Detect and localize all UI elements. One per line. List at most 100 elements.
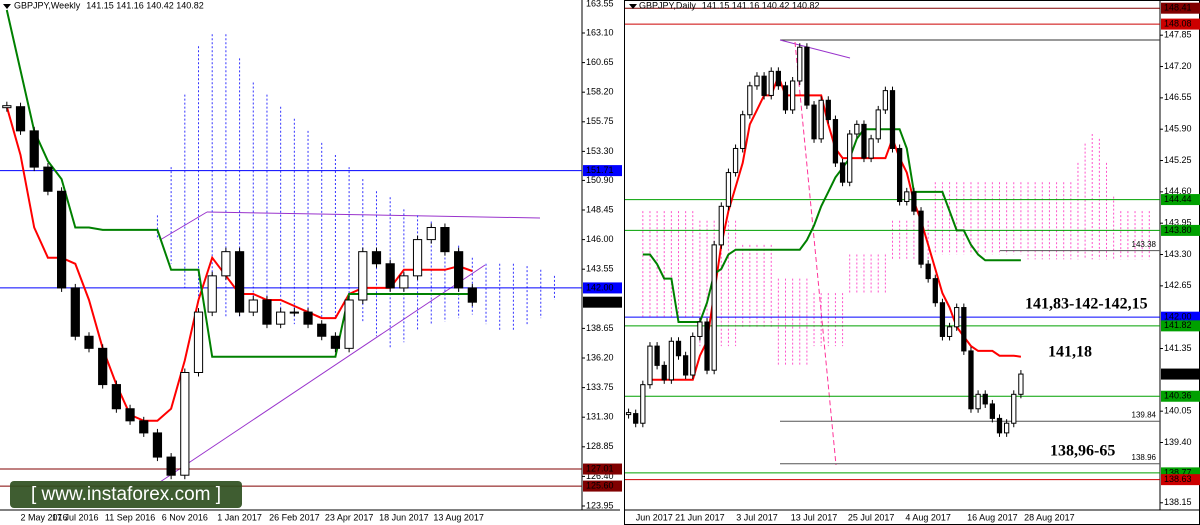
price-label-box <box>583 282 622 294</box>
y-tick-label: 155.75 <box>586 116 614 126</box>
y-tick-label: 144.60 <box>1164 186 1192 196</box>
candle <box>725 172 732 207</box>
price-label: 141.82 <box>1164 320 1192 330</box>
y-tick-label: 138.65 <box>586 323 614 333</box>
price-label-box <box>1161 320 1200 332</box>
candle <box>761 75 767 96</box>
price-label: 142.00 <box>586 282 614 292</box>
candle <box>911 191 917 212</box>
trendline <box>779 39 851 59</box>
price-label: 144.44 <box>1164 194 1192 204</box>
price-label: 140.36 <box>1164 391 1192 401</box>
x-tick-label: 28 Aug 2017 <box>1024 512 1075 522</box>
price-label: 125.60 <box>586 480 614 490</box>
candle <box>789 80 796 111</box>
y-tick-label: 126.40 <box>586 471 614 481</box>
candle <box>946 326 953 337</box>
candle <box>697 321 703 337</box>
candle <box>248 299 258 313</box>
candle <box>868 138 874 159</box>
candle <box>811 104 817 140</box>
candle <box>29 130 39 168</box>
y-tick-label: 136.20 <box>586 352 614 362</box>
candle <box>70 287 80 337</box>
y-tick-label: 139.40 <box>1164 437 1192 447</box>
y-tick-label: 145.90 <box>1164 124 1192 134</box>
candle <box>782 85 789 111</box>
price-label-box <box>583 480 622 492</box>
x-tick-label: 1 Jan 2017 <box>217 512 262 522</box>
price-label: 140.82 <box>586 297 614 307</box>
y-tick-label: 123.95 <box>586 500 614 510</box>
candle <box>668 340 675 381</box>
candle <box>797 46 803 82</box>
candle <box>371 251 382 265</box>
annotation: 141,18 <box>1048 344 1092 361</box>
candle <box>139 420 149 434</box>
candle <box>633 413 639 424</box>
trendline <box>794 41 837 466</box>
price-label: 140.82 <box>1164 368 1192 378</box>
candle <box>180 372 190 476</box>
x-tick-label: 23 Apr 2017 <box>325 512 374 522</box>
candle <box>385 263 395 289</box>
price-label-box <box>1161 18 1200 30</box>
y-tick-label: 163.10 <box>586 27 614 37</box>
y-tick-label: 128.85 <box>586 441 614 451</box>
candle <box>690 335 696 376</box>
candle <box>875 109 881 140</box>
candle <box>768 70 774 96</box>
candle <box>207 275 217 313</box>
price-label-box <box>583 296 622 308</box>
candle <box>661 364 667 381</box>
candle <box>704 321 710 371</box>
candle <box>330 335 341 349</box>
price-label-box <box>1161 2 1200 14</box>
price-label: 143.80 <box>1164 225 1192 235</box>
candle <box>989 403 996 419</box>
y-tick-label: 138.15 <box>1164 497 1192 507</box>
candle <box>896 147 903 202</box>
x-tick-label: 18 Jun 2017 <box>379 512 429 522</box>
candle <box>932 278 938 304</box>
y-tick-label: 142.65 <box>1164 280 1192 290</box>
watermark-box <box>10 481 242 508</box>
candle <box>289 311 299 314</box>
candle <box>832 119 839 164</box>
candle <box>996 417 1003 434</box>
indicator-line <box>5 9 473 358</box>
y-tick-label: 158.20 <box>586 87 614 97</box>
candle <box>358 251 368 301</box>
candle <box>854 123 860 135</box>
y-tick-label: 147.85 <box>1164 30 1192 40</box>
candle <box>918 210 924 265</box>
candle <box>861 123 867 159</box>
price-label: 151.71 <box>586 165 614 175</box>
candle <box>399 275 409 289</box>
candle <box>839 162 846 183</box>
x-tick-label: 16 Aug 2017 <box>967 512 1018 522</box>
candle <box>111 384 121 410</box>
candle <box>84 335 94 349</box>
x-tick-label: 25 Jul 2017 <box>848 512 895 522</box>
candle <box>1011 393 1017 424</box>
y-tick-label: 141.35 <box>1164 343 1192 353</box>
y-tick-label: 146.55 <box>1164 92 1192 102</box>
price-label-box <box>1161 368 1200 380</box>
candle <box>939 302 946 337</box>
y-tick-label: 143.95 <box>1164 218 1192 228</box>
candle <box>262 299 272 325</box>
y-tick-label: 160.65 <box>586 57 614 67</box>
candle <box>925 263 931 280</box>
price-label-box <box>1161 311 1200 323</box>
x-tick-label: 26 Feb 2017 <box>269 512 320 522</box>
candle <box>968 350 974 410</box>
y-tick-label: 131.30 <box>586 412 614 422</box>
y-tick-label: 143.55 <box>586 264 614 274</box>
candle <box>98 347 108 386</box>
menu-icon <box>3 4 11 9</box>
candle <box>640 384 646 424</box>
candle <box>904 191 910 202</box>
candle <box>43 166 53 192</box>
